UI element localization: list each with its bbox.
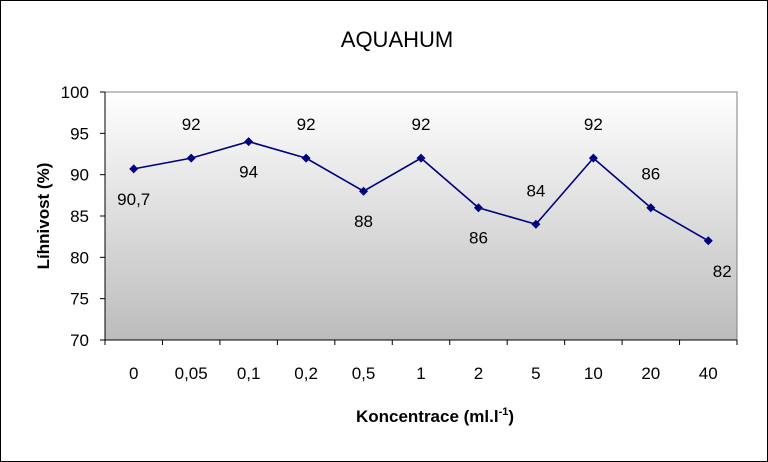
data-point: [244, 137, 254, 147]
x-tick-label: 0,1: [237, 364, 261, 383]
data-label: 94: [239, 163, 258, 182]
data-label: 92: [412, 115, 431, 134]
data-point: [129, 164, 139, 174]
y-tick-label: 95: [70, 124, 89, 143]
y-tick-label: 100: [61, 83, 89, 102]
data-point: [359, 186, 369, 196]
x-tick-label: 5: [531, 364, 540, 383]
y-tick-label: 90: [70, 166, 89, 185]
x-tick-label: 0,05: [175, 364, 208, 383]
y-axis: 70 75 80 85 90 95 100: [61, 83, 106, 350]
x-tick-label: 0,5: [352, 364, 376, 383]
data-label: 90,7: [117, 190, 150, 209]
x-tick-label: 2: [474, 364, 483, 383]
data-labels: 90,7 92 94 92 88 92 86 84 92 86 82: [117, 115, 732, 281]
data-point: [531, 219, 541, 229]
data-point: [646, 203, 656, 213]
x-tick-label: 40: [699, 364, 718, 383]
data-point: [301, 153, 311, 163]
data-label: 88: [354, 212, 373, 231]
y-axis-title: Líhnivost (%): [34, 163, 53, 270]
x-tick-label: 10: [584, 364, 603, 383]
x-axis-title: Koncentrace (ml.l-1): [356, 406, 514, 426]
x-axis-title-superscript: -1: [499, 406, 509, 418]
y-tick-label: 70: [70, 331, 89, 350]
x-tick-label: 20: [641, 364, 660, 383]
x-tick-label: 1: [416, 364, 425, 383]
x-tick-label: 0: [129, 364, 138, 383]
data-label: 92: [297, 115, 316, 134]
x-axis-title-end: ): [508, 407, 514, 426]
y-tick-label: 85: [70, 207, 89, 226]
plot-area: [104, 91, 738, 341]
data-label: 92: [584, 115, 603, 134]
data-label: 92: [182, 115, 201, 134]
x-axis-title-main: Koncentrace (ml.l: [356, 407, 499, 426]
series-markers: [129, 137, 713, 246]
data-point: [588, 153, 598, 163]
data-point: [416, 153, 426, 163]
data-point: [186, 153, 196, 163]
data-label: 82: [713, 262, 732, 281]
data-label: 86: [641, 165, 660, 184]
y-tick-label: 80: [70, 248, 89, 267]
data-point: [703, 236, 713, 246]
data-label: 84: [526, 181, 545, 200]
x-axis: 0 0,05 0,1 0,2 0,5 1 2 5 10 20 40: [104, 339, 738, 383]
chart-title: AQUAHUM: [341, 27, 453, 52]
y-tick-label: 75: [70, 290, 89, 309]
data-label: 86: [469, 229, 488, 248]
data-point: [473, 203, 483, 213]
x-tick-label: 0,2: [294, 364, 318, 383]
